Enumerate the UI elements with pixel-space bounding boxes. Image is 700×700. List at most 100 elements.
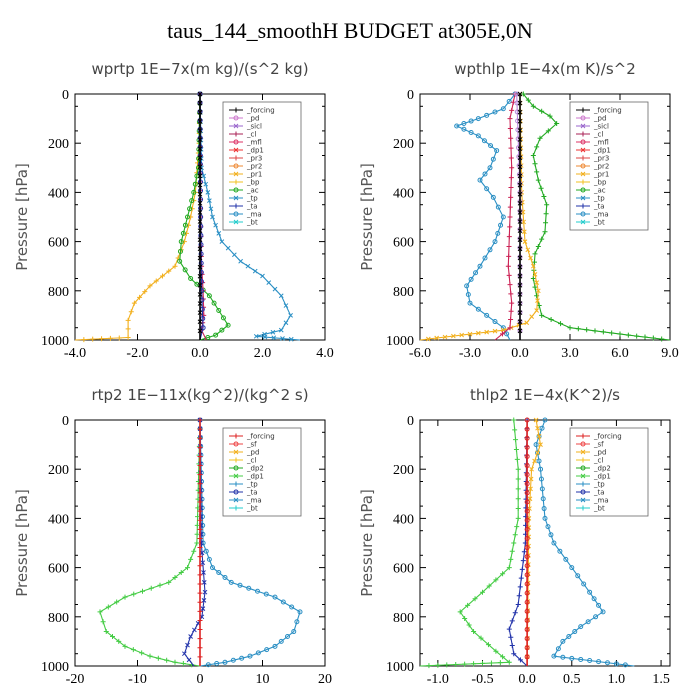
series-marker [517, 128, 523, 133]
series-marker [509, 165, 515, 171]
series-marker [197, 636, 203, 642]
series-marker [519, 566, 525, 572]
series-marker [500, 654, 506, 660]
panel-title: rtp2 1E−11x(kg^2)/(kg^2 s) [91, 386, 308, 404]
series-marker [485, 642, 491, 648]
series-marker [222, 574, 228, 580]
y-tick-label: 200 [48, 463, 69, 478]
series-marker [541, 194, 547, 199]
legend-marker [233, 497, 239, 503]
legend-label: _pr2 [246, 163, 262, 171]
series-marker [539, 486, 545, 492]
series-marker [506, 272, 512, 278]
series-marker [524, 463, 530, 469]
series-marker [575, 326, 581, 332]
series-marker [278, 293, 284, 299]
legend-label: _sicl [246, 123, 262, 131]
series-marker [508, 155, 514, 161]
series-marker [551, 540, 557, 546]
legend-label: _pr2 [593, 163, 609, 171]
x-tick-label: 10 [256, 672, 270, 687]
figure-title: taus_144_smoothH BUDGET at305E,0N [167, 18, 533, 43]
series-marker [543, 220, 549, 226]
series-marker [457, 609, 463, 615]
series-marker [180, 661, 186, 667]
series-marker [468, 118, 474, 124]
legend-marker [580, 505, 586, 511]
legend-box [222, 427, 302, 517]
series-marker [278, 638, 284, 644]
panel-title: wprtp 1E−7x(m kg)/(s^2 kg) [91, 60, 308, 78]
series-marker [530, 263, 536, 269]
series-marker [555, 646, 561, 652]
series-marker [514, 91, 520, 97]
legend-marker [580, 449, 586, 455]
series-marker [294, 619, 300, 625]
series-marker [232, 252, 237, 258]
series-marker [515, 466, 521, 472]
series-marker [545, 128, 551, 134]
series-marker [166, 579, 172, 585]
series-marker [194, 173, 200, 179]
series-marker [500, 571, 506, 577]
series-marker [578, 656, 584, 662]
series-marker [492, 319, 498, 325]
legend-marker [233, 433, 239, 439]
series-marker [214, 661, 220, 667]
series-marker [515, 486, 521, 492]
x-tick-label: 0.0 [518, 672, 536, 687]
series-marker [508, 634, 514, 640]
legend-marker [233, 481, 239, 487]
series-marker [572, 629, 578, 635]
series-marker [272, 594, 278, 600]
series-marker [222, 659, 228, 665]
series-marker [459, 332, 465, 338]
series-marker [528, 255, 533, 261]
series-marker [220, 315, 226, 321]
series-marker [507, 282, 513, 288]
series-marker [239, 655, 245, 661]
series-marker [591, 596, 597, 602]
y-tick-label: 200 [393, 463, 414, 478]
series-marker [468, 130, 474, 136]
legend-box [569, 427, 649, 517]
series-marker [508, 291, 514, 297]
series-marker [478, 635, 484, 641]
series-marker [178, 239, 184, 245]
series-marker [247, 653, 253, 659]
series-marker [515, 506, 521, 512]
y-tick-label: 1000 [386, 660, 414, 675]
series-marker [197, 109, 203, 115]
series-marker [211, 300, 217, 306]
series-marker [100, 619, 106, 625]
series-marker [517, 264, 523, 270]
series-marker [517, 219, 523, 224]
series-marker [495, 204, 501, 210]
series-marker [517, 273, 523, 279]
legend-label: _bt [593, 219, 605, 227]
series-marker [210, 565, 215, 571]
series-marker [529, 314, 535, 319]
series-marker [197, 426, 203, 432]
series-marker [532, 458, 537, 464]
series-marker [514, 456, 520, 462]
series-marker [278, 327, 284, 333]
series-marker [609, 330, 615, 336]
legend-label: _dp1 [246, 473, 264, 481]
series-marker [197, 645, 203, 651]
series-marker [492, 328, 498, 334]
series-marker [524, 320, 530, 326]
series-marker [197, 472, 203, 478]
series-marker [201, 598, 207, 603]
series-marker [533, 442, 539, 448]
series-marker [517, 319, 523, 325]
series-marker [524, 554, 530, 560]
series-marker [177, 248, 183, 254]
series-marker [166, 268, 172, 274]
x-tick-label: -4.0 [64, 346, 86, 361]
series-marker [180, 230, 186, 236]
legend-marker [580, 465, 586, 471]
y-tick-label: 800 [393, 285, 414, 300]
series-marker [114, 599, 120, 605]
series-marker [188, 276, 194, 281]
